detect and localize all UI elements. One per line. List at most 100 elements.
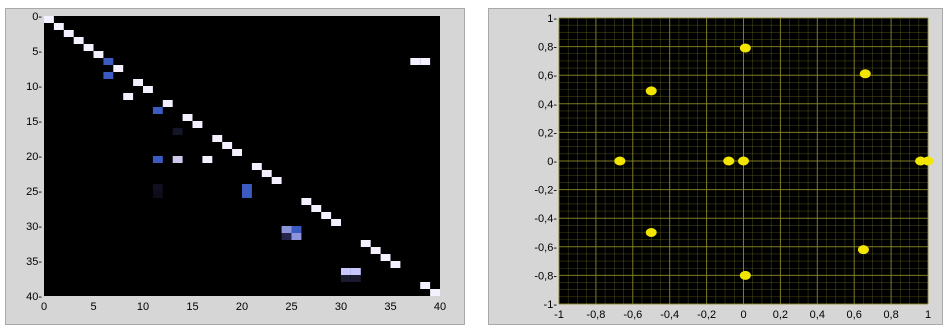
scatter-point xyxy=(614,156,626,166)
heatmap-cell xyxy=(301,198,312,205)
scatter-point xyxy=(738,156,749,166)
scatter-point xyxy=(645,86,657,96)
heatmap-y-tick-label: 30- xyxy=(26,221,42,233)
heatmap-cell xyxy=(251,163,262,170)
heatmap-x-tick-label: 20 xyxy=(236,301,248,313)
heatmap-cell xyxy=(93,51,104,58)
heatmap-cell xyxy=(380,254,391,261)
heatmap-cell xyxy=(291,226,302,233)
heatmap-cell xyxy=(291,233,302,240)
heatmap-cell xyxy=(123,93,134,100)
scatter-x-tick-label: -1 xyxy=(554,309,564,321)
scatter-x-tick-label: 0,2 xyxy=(773,309,788,321)
heatmap-cell xyxy=(420,282,431,289)
scatter-y-tick-label: 0,2- xyxy=(538,127,557,139)
heatmap-x-tick-label: 25 xyxy=(285,301,297,313)
heatmap-cell xyxy=(261,170,272,177)
heatmap-cell xyxy=(63,30,74,37)
heatmap-cell xyxy=(103,72,114,79)
heatmap-cell xyxy=(162,100,173,107)
heatmap-cell xyxy=(271,177,282,184)
scatter-point xyxy=(922,156,934,166)
scatter-x-tick-label: 1 xyxy=(925,309,931,321)
heatmap-y-tick-label: 15- xyxy=(26,116,42,128)
scatter-x-tick-label: 0 xyxy=(740,309,746,321)
heatmap-cell xyxy=(360,240,371,247)
heatmap-y-tick-label: 40- xyxy=(26,291,42,303)
heatmap-cell xyxy=(341,268,351,275)
heatmap-y-tick-label: 25- xyxy=(26,186,42,198)
heatmap-cell xyxy=(350,268,361,275)
heatmap-cell xyxy=(350,275,361,282)
heatmap-x-tick-label: 15 xyxy=(186,301,198,313)
scatter-point xyxy=(645,228,657,237)
heatmap-cell xyxy=(53,23,64,30)
heatmap-cell xyxy=(331,219,341,226)
scatter-y-tick-label: -0,2- xyxy=(534,185,557,197)
heatmap-y-tick-label: 10- xyxy=(26,81,42,93)
heatmap-x-tick-label: 0 xyxy=(41,301,47,313)
heatmap-cell xyxy=(152,156,163,163)
heatmap-y-tick-label: 5- xyxy=(32,46,42,58)
heatmap-cell xyxy=(172,156,183,163)
heatmap-cell xyxy=(311,205,322,212)
heatmap-cell xyxy=(44,16,54,23)
scatter-x-tick-label: -0,2 xyxy=(697,309,716,321)
scatter-point xyxy=(739,43,751,53)
heatmap-cell xyxy=(73,37,84,44)
heatmap-chart: 0 5 10 15 20 25 30 35 40 0- 5- 10- 15- 20- 25- 30- 35- 40… xyxy=(26,11,446,313)
scatter-y-tick-label: 0,4- xyxy=(538,99,557,111)
scatter-point xyxy=(723,156,735,166)
scatter-y-tick-label: -1- xyxy=(544,299,558,311)
heatmap-cell xyxy=(113,65,124,72)
heatmap-cell xyxy=(202,156,213,163)
scatter-x-tick-label: 0,6 xyxy=(847,309,862,321)
scatter-chart: -1 -0,8 -0,6 -0,4 -0,2 0 0,2 0,4 0,6 0,8 1 1- 0,8- 0,… xyxy=(534,13,934,321)
heatmap-y-tick-label: 35- xyxy=(26,256,42,268)
scatter-x-tick-label: -0,6 xyxy=(623,309,642,321)
scatter-y-tick-label: 1- xyxy=(547,13,557,25)
scatter-point xyxy=(739,270,751,280)
scatter-point xyxy=(857,245,869,255)
heatmap-cell xyxy=(172,128,183,135)
heatmap-cell xyxy=(420,58,431,65)
scatter-y-tick-label: 0,6- xyxy=(538,70,557,82)
scatter-x-tick-label: -0,8 xyxy=(586,309,605,321)
heatmap-cell xyxy=(430,289,440,296)
scatter-y-tick-label: -0,6- xyxy=(534,242,557,254)
heatmap-cell xyxy=(83,44,94,51)
heatmap-x-tick-label: 35 xyxy=(384,301,396,313)
heatmap-cell xyxy=(281,233,292,240)
heatmap-cell xyxy=(212,135,223,142)
heatmap-cell xyxy=(152,107,163,114)
heatmap-cell xyxy=(232,149,242,156)
scatter-point xyxy=(859,69,871,79)
heatmap-cell xyxy=(182,114,193,121)
heatmap-cell xyxy=(341,275,351,282)
heatmap-cell xyxy=(410,58,421,65)
heatmap-x-tick-label: 5 xyxy=(90,301,96,313)
scatter-y-tick-label: 0- xyxy=(547,156,557,168)
scatter-y-tick-label: -0,8- xyxy=(534,270,557,282)
scatter-y-tick-label: 0,8- xyxy=(538,42,557,54)
scatter-x-tick-label: 0,8 xyxy=(883,309,898,321)
heatmap-cell xyxy=(222,142,233,149)
heatmap-cell xyxy=(152,184,163,191)
heatmap-cell xyxy=(242,184,252,191)
heatmap-cell xyxy=(281,226,292,233)
heatmap-cell xyxy=(390,261,401,268)
scatter-x-tick-label: -0,4 xyxy=(660,309,679,321)
heatmap-cell xyxy=(321,212,332,219)
scatter-x-tick-label: 0,4 xyxy=(810,309,825,321)
heatmap-cell xyxy=(192,121,203,128)
heatmap-cell xyxy=(242,191,252,198)
heatmap-cell xyxy=(143,86,153,93)
heatmap-cell xyxy=(133,79,143,86)
scatter-y-tick-label: -0,4- xyxy=(534,213,557,225)
heatmap-y-tick-label: 0- xyxy=(32,11,42,23)
heatmap-y-tick-label: 20- xyxy=(26,151,42,163)
heatmap-x-tick-label: 30 xyxy=(335,301,347,313)
heatmap-cell xyxy=(103,58,114,65)
heatmap-x-tick-label: 10 xyxy=(137,301,149,313)
